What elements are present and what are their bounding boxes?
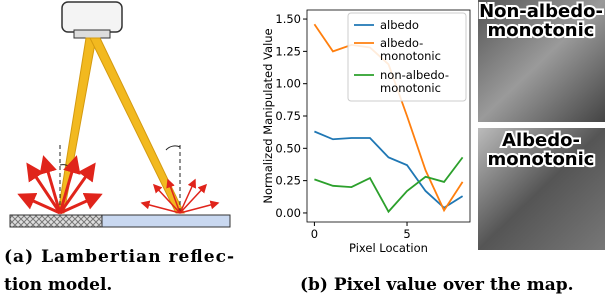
legend: albedoalbedo-monotonicnon-albedo-monoton… (348, 13, 466, 101)
y-tick-label: 1.25 (275, 44, 301, 58)
y-tick-label: 0.75 (275, 109, 301, 123)
legend-label: albedo (380, 18, 419, 32)
y-axis-label: Normalized Manipulated Value (261, 28, 275, 203)
photo-label: Albedo-monotonic (488, 130, 595, 170)
photo-label: Non-albedo-monotonic (479, 1, 603, 41)
x-axis-label: Pixel Location (349, 241, 428, 255)
caption-a: (a) Lambertian reflec- (4, 247, 234, 267)
x-tick-label: 0 (311, 227, 318, 241)
y-tick-label: 0.50 (275, 141, 301, 155)
y-tick-label: 1.00 (275, 77, 301, 91)
y-tick-label: 1.50 (275, 12, 301, 26)
figure: (a) Lambertian reflec- tion model. (b) P… (0, 0, 605, 306)
y-tick-label: 0.25 (275, 174, 301, 188)
caption-a: tion model. (4, 275, 112, 295)
x-tick-label: 5 (403, 227, 410, 241)
lambertian-diagram (10, 2, 230, 227)
y-tick-label: 0.00 (275, 206, 301, 220)
series-line (314, 132, 462, 208)
caption-b: (b) Pixel value over the map. (300, 275, 574, 295)
legend-label: non-albedo-monotonic (380, 68, 449, 95)
